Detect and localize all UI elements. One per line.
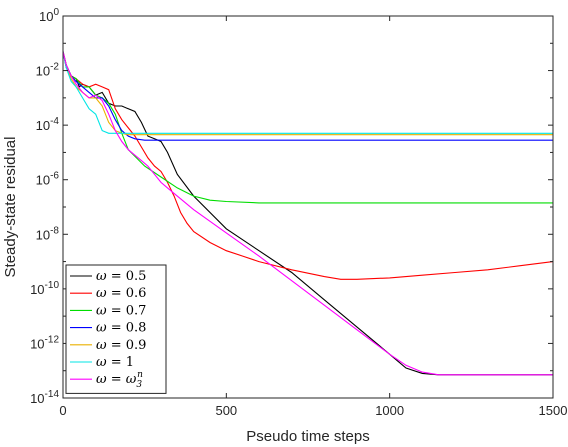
y-axis: 100 10-2 10-4 10-6 10-8 10-10 10-12 10-14 bbox=[30, 7, 553, 406]
y-tick-label: 100 bbox=[39, 7, 59, 24]
legend-entry: ω = 0.6 bbox=[96, 286, 146, 301]
x-tick-label: 0 bbox=[59, 403, 66, 418]
plot-area bbox=[62, 51, 554, 376]
legend-entry: ω = 0.5 bbox=[96, 269, 146, 284]
y-tick-label: 10-6 bbox=[36, 171, 60, 188]
y-tick-label: 10-4 bbox=[36, 116, 60, 133]
legend-entry: ω = 0.9 bbox=[96, 338, 146, 353]
series-line-4 bbox=[62, 51, 553, 141]
series-line-3 bbox=[62, 51, 553, 204]
series-line-2 bbox=[62, 51, 554, 280]
legend-entry: ω = 0.8 bbox=[96, 321, 146, 336]
legend: ω = 0.5 ω = 0.6 ω = 0.7 ω = 0.8 ω = 0.9 ω = 1… bbox=[65, 264, 167, 394]
y-axis-label: Steady-state residual bbox=[2, 137, 19, 278]
y-tick-label: 10-12 bbox=[30, 334, 59, 351]
x-tick-label: 1500 bbox=[539, 403, 568, 418]
x-tick-label: 1000 bbox=[375, 403, 404, 418]
y-tick-label: 10-8 bbox=[36, 225, 60, 242]
legend-entry: ω = 1 bbox=[96, 355, 134, 370]
legend-entry: ω = ω3n bbox=[96, 370, 143, 390]
y-tick-label: 10-10 bbox=[30, 280, 59, 297]
legend-entry: ω = 0.7 bbox=[96, 303, 146, 318]
x-tick-label: 500 bbox=[215, 403, 237, 418]
y-tick-label: 10-14 bbox=[30, 389, 59, 406]
series-line-7 bbox=[62, 51, 553, 376]
y-tick-label: 10-2 bbox=[36, 62, 60, 79]
series-line-6 bbox=[62, 51, 553, 134]
series-line-5 bbox=[62, 51, 553, 136]
x-axis-label: Pseudo time steps bbox=[246, 428, 369, 445]
x-axis: 0 500 1000 1500 bbox=[59, 16, 567, 418]
legend-box bbox=[65, 264, 167, 394]
